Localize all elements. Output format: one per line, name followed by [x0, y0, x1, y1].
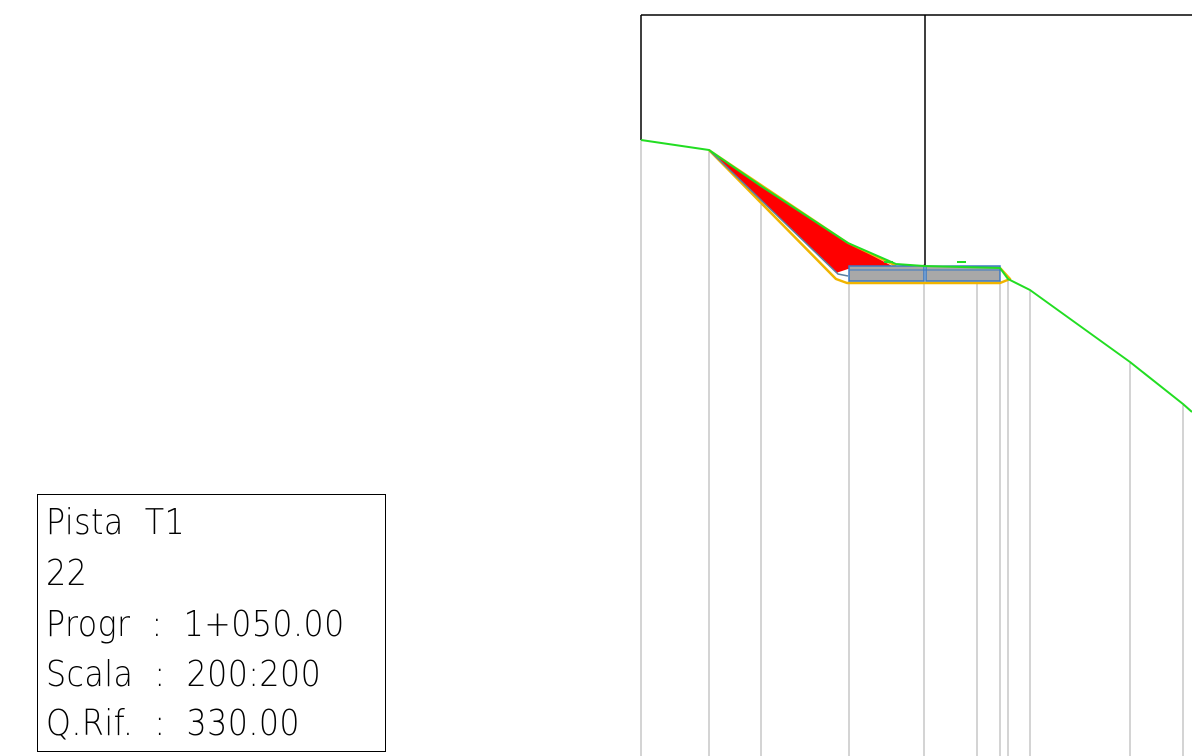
pavement-left-slab — [848, 265, 925, 282]
section-number: 22 — [46, 553, 88, 594]
pavement-structure — [848, 265, 1001, 282]
section-info-box: Pista T1 22 Progr : 1+050.00 Scala : 200… — [37, 494, 386, 752]
track-name: Pista T1 — [46, 502, 186, 543]
scale-label: Scala : 200:200 — [46, 654, 322, 695]
ground-line — [640, 139, 1192, 413]
fill-area — [709, 150, 896, 273]
embankment-top-outline — [708, 149, 897, 267]
section-frame — [640, 14, 1192, 266]
embankment-outline — [708, 149, 1012, 285]
reference-elevation: Q.Rif. : 330.00 — [46, 703, 301, 744]
slope-line — [710, 151, 849, 277]
reference-lines — [640, 140, 1184, 756]
progressive-chainage: Progr : 1+050.00 — [46, 604, 345, 645]
